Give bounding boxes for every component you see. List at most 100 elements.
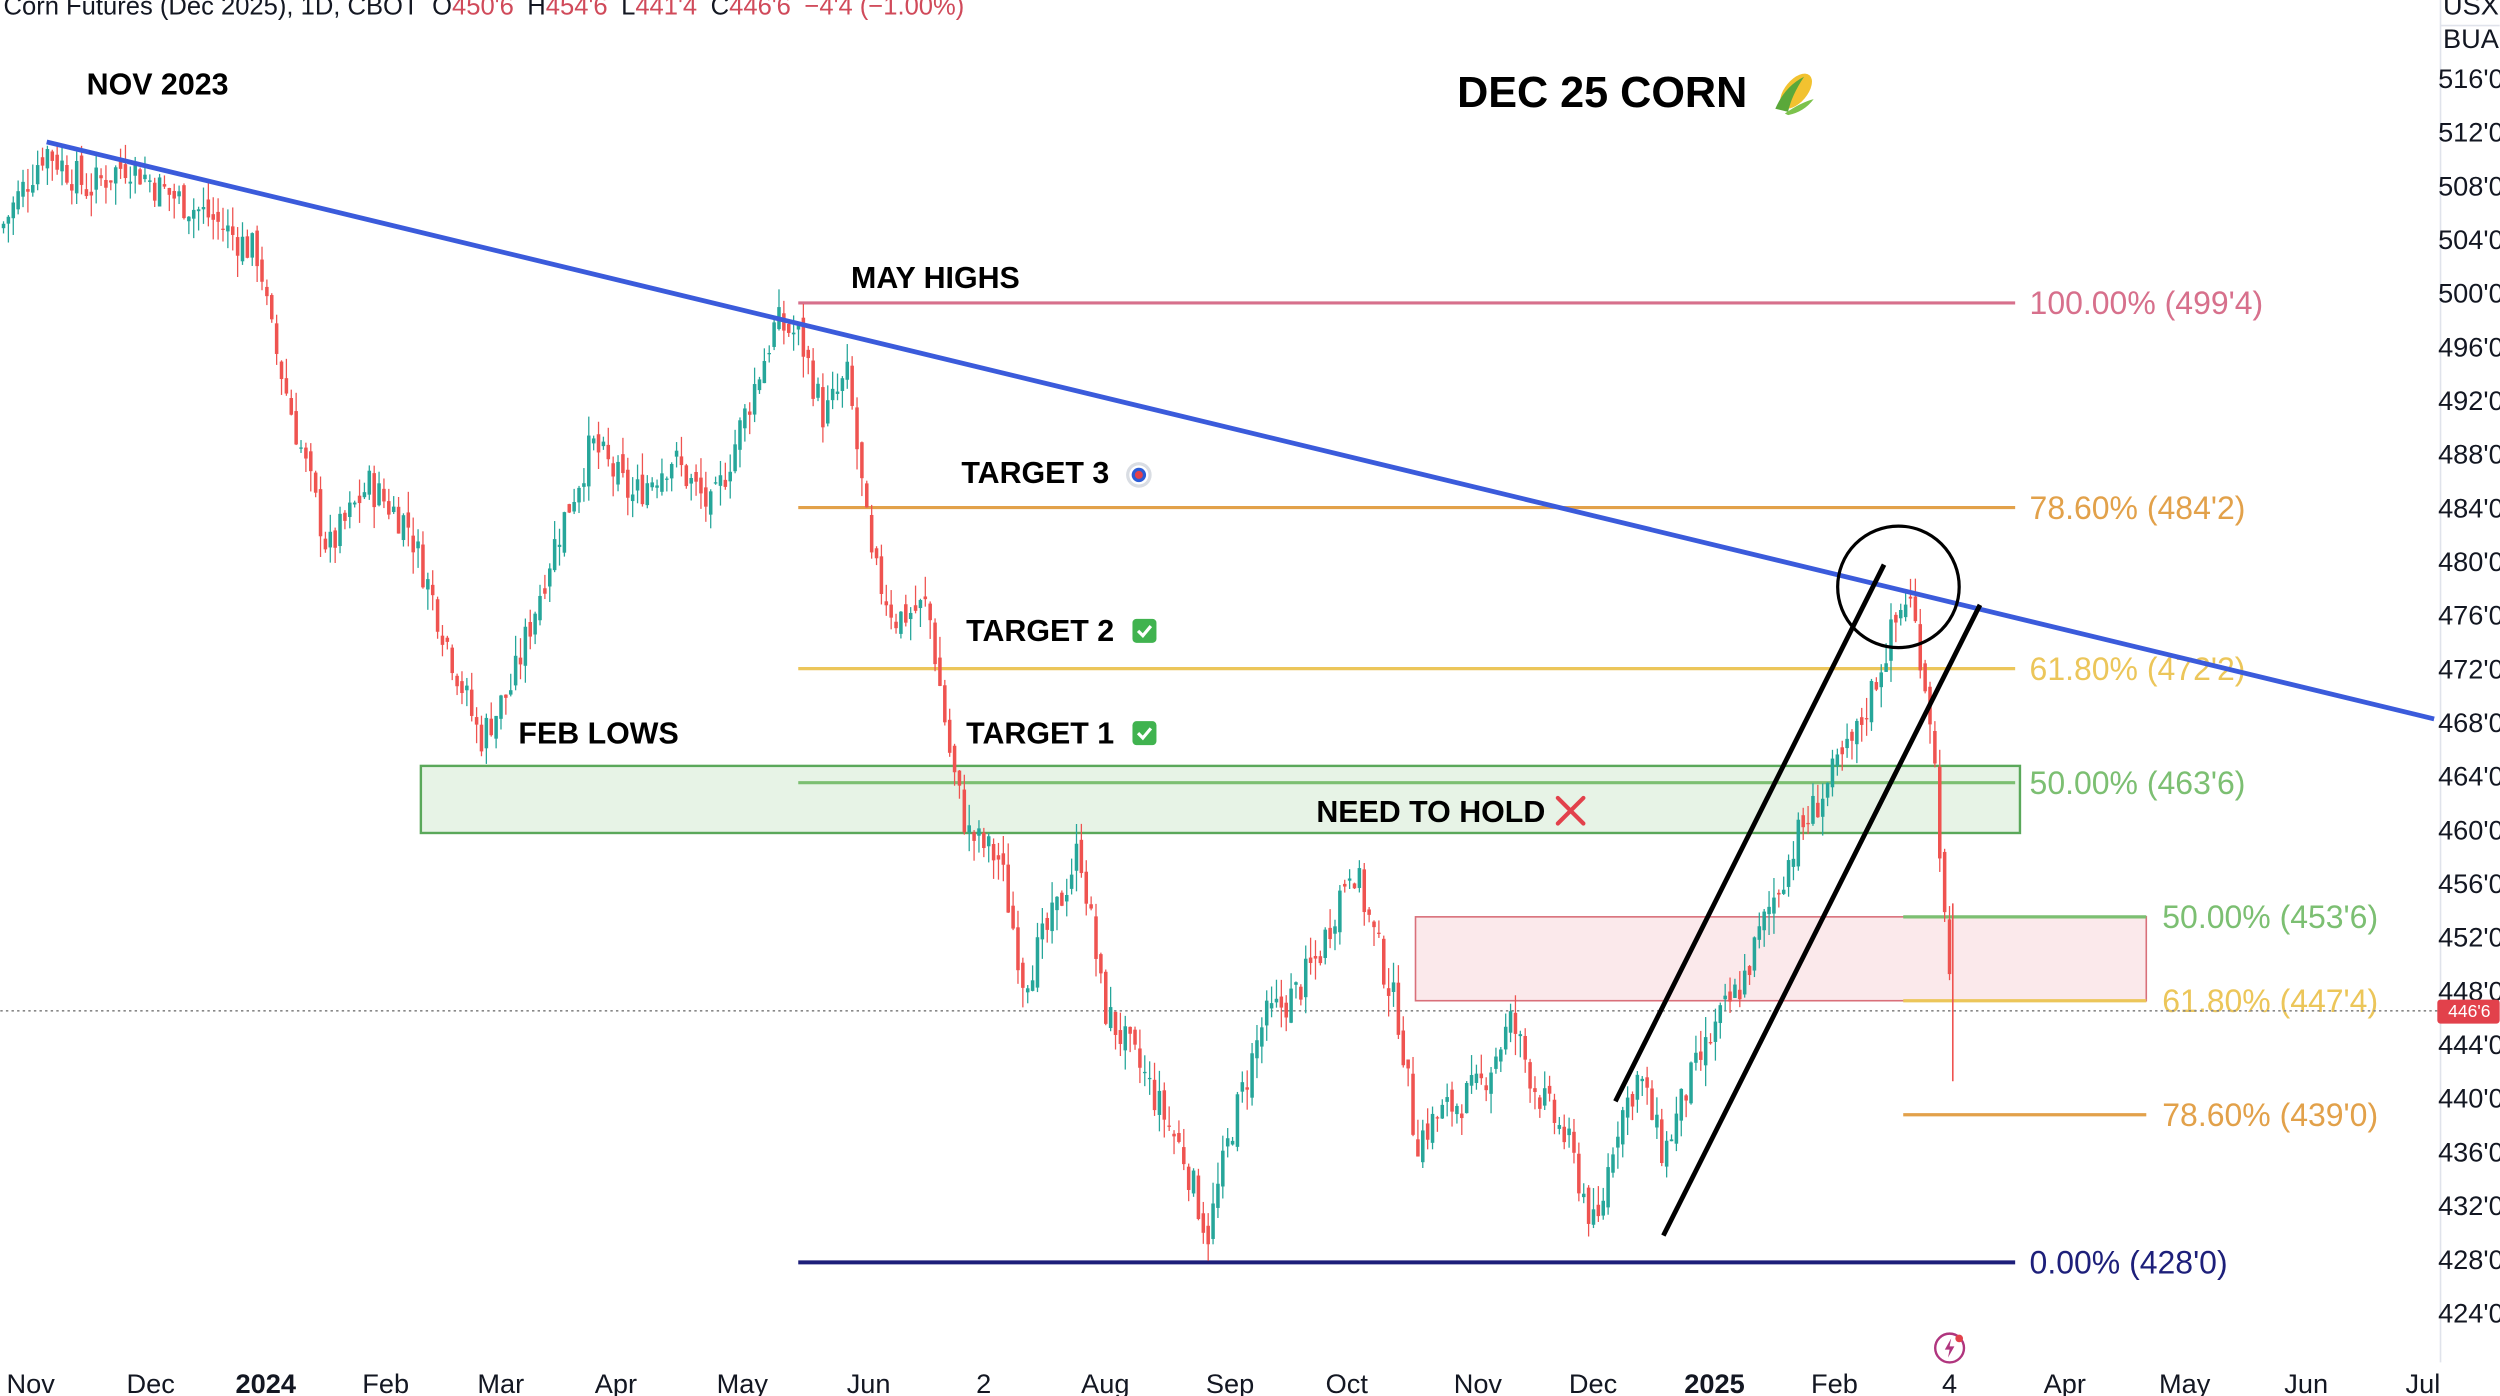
candle <box>450 644 454 681</box>
candle <box>635 464 640 504</box>
candle <box>1620 1106 1625 1158</box>
y-tick-label: 436'0 <box>2438 1136 2500 1167</box>
candle <box>747 402 752 435</box>
label-feb-lows: FEB LOWS <box>518 717 678 751</box>
candle <box>1489 1067 1493 1114</box>
candle <box>845 344 850 389</box>
candle <box>1094 903 1098 977</box>
x-tick-label: 2 <box>976 1368 991 1396</box>
y-tick-label: 480'0 <box>2438 546 2500 577</box>
candle <box>1230 1136 1235 1146</box>
y-tick-label: 460'0 <box>2438 814 2500 845</box>
candle <box>908 607 913 641</box>
candle <box>484 713 489 764</box>
candle <box>1347 869 1352 890</box>
candle <box>1679 1088 1684 1137</box>
candle <box>1279 979 1284 1028</box>
candle <box>1830 749 1835 797</box>
candle <box>1718 1002 1723 1039</box>
candle <box>1260 1017 1264 1064</box>
candle <box>489 702 493 737</box>
candle <box>289 389 294 416</box>
candle <box>45 145 50 185</box>
candle <box>1289 973 1293 1024</box>
candle <box>552 521 557 573</box>
candle <box>1367 907 1371 923</box>
candle <box>1196 1168 1201 1221</box>
candle <box>1333 919 1337 951</box>
candle <box>401 513 406 547</box>
candle <box>279 360 284 395</box>
candle <box>1703 1017 1708 1087</box>
candle <box>1542 1071 1547 1110</box>
candle <box>1225 1128 1230 1158</box>
candle <box>557 528 562 566</box>
candle <box>1518 1030 1523 1058</box>
candle <box>182 183 186 220</box>
candle <box>1006 843 1010 913</box>
x-tick-label: Jul <box>2406 1368 2441 1396</box>
y-tick-label: 468'0 <box>2438 707 2500 738</box>
candle <box>1177 1120 1181 1144</box>
candle <box>1440 1099 1445 1119</box>
candle <box>1338 885 1342 945</box>
candle <box>1269 986 1274 1018</box>
lightning-icon[interactable] <box>1934 1332 1966 1364</box>
candle <box>1538 1094 1542 1118</box>
candle <box>430 570 435 611</box>
x-tick-label: Sep <box>1206 1368 1254 1396</box>
candle <box>1328 909 1332 949</box>
y-tick-label: 452'0 <box>2438 922 2500 953</box>
candle <box>31 164 35 197</box>
candle <box>1377 920 1381 938</box>
candle <box>1303 945 1308 1014</box>
candle <box>1947 906 1952 981</box>
candle <box>762 348 767 384</box>
candle <box>1128 1026 1132 1053</box>
candle <box>1577 1142 1581 1202</box>
x-tick-label: Jun <box>2284 1368 2328 1396</box>
candle <box>889 590 893 630</box>
candle <box>416 529 420 568</box>
candle <box>1596 1186 1601 1222</box>
candle <box>1294 981 1298 999</box>
candle <box>982 827 986 858</box>
candle <box>221 207 225 242</box>
candle <box>562 511 567 557</box>
candle <box>538 584 542 626</box>
candle <box>196 206 201 231</box>
candle <box>177 185 181 205</box>
candle <box>1508 1003 1513 1043</box>
candle <box>972 830 976 861</box>
candle <box>1635 1071 1640 1113</box>
candle <box>1728 977 1732 1013</box>
x-tick-label: May <box>717 1368 769 1396</box>
candle <box>1689 1061 1693 1105</box>
x-tick-label: Feb <box>1811 1368 1858 1396</box>
y-tick-label: 488'0 <box>2438 439 2500 470</box>
candle <box>977 820 981 853</box>
candle <box>304 442 308 473</box>
y-tick-label: 444'0 <box>2438 1029 2500 1060</box>
candle <box>323 531 328 553</box>
candle <box>1011 891 1015 931</box>
candle <box>1445 1083 1449 1117</box>
candle <box>1221 1135 1225 1199</box>
label-target-3: TARGET 3 <box>961 456 1109 490</box>
candle <box>1025 985 1030 1004</box>
candle <box>669 462 674 492</box>
y-tick-label: 464'0 <box>2438 761 2500 792</box>
label-may-highs: MAY HIGHS <box>851 261 1020 295</box>
candle <box>738 417 742 468</box>
candle <box>826 385 830 427</box>
label-nov-2023: NOV 2023 <box>87 67 229 101</box>
y-tick-label: 492'0 <box>2438 385 2500 416</box>
candle <box>123 144 128 184</box>
candle <box>1191 1168 1196 1197</box>
candle <box>1396 965 1401 1040</box>
candle <box>1801 807 1805 840</box>
candle <box>986 833 991 863</box>
candle <box>499 694 503 730</box>
candle <box>270 293 274 323</box>
